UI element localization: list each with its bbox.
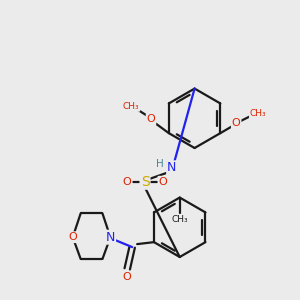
Text: H: H	[156, 159, 164, 169]
Text: O: O	[147, 114, 155, 124]
Text: N: N	[106, 231, 115, 244]
Text: S: S	[141, 175, 149, 189]
Text: O: O	[123, 177, 132, 187]
Text: O: O	[232, 118, 241, 128]
Text: O: O	[158, 177, 167, 187]
Text: O: O	[68, 232, 77, 242]
Text: CH₃: CH₃	[171, 215, 188, 224]
Text: O: O	[123, 272, 132, 282]
Text: CH₃: CH₃	[250, 109, 266, 118]
Text: N: N	[167, 161, 176, 174]
Text: CH₃: CH₃	[123, 102, 140, 111]
